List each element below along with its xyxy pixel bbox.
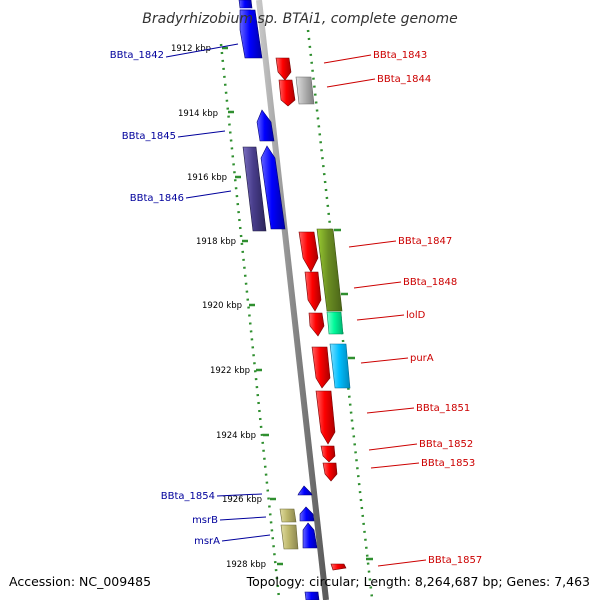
label-BBta_1844[interactable]: BBta_1844 xyxy=(377,74,431,85)
gene-BBta_1842[interactable] xyxy=(239,9,263,59)
genome-backbone xyxy=(256,0,329,600)
label-msrA[interactable]: msrA xyxy=(194,536,220,547)
label-BBta_1847[interactable]: BBta_1847 xyxy=(398,236,452,247)
accession-text: Accession: NC_009485 xyxy=(9,574,152,589)
label-BBta_1853[interactable]: BBta_1853 xyxy=(421,458,475,469)
tick-label-1924: 1924 kbp xyxy=(216,431,256,441)
gene-BBta_1857[interactable] xyxy=(330,563,347,571)
gene-bottom-partial[interactable] xyxy=(304,591,320,600)
label-purA[interactable]: purA xyxy=(410,353,434,364)
left-dotted-guide xyxy=(219,43,281,599)
map-title: Bradyrhizobium sp. BTAi1, complete genom… xyxy=(142,11,458,27)
tick-label-1916: 1916 kbp xyxy=(187,173,227,183)
tick-label-1914: 1914 kbp xyxy=(178,109,218,119)
gene-msrA-forward[interactable] xyxy=(280,524,299,550)
gene-BBta_1847[interactable] xyxy=(316,228,343,312)
label-BBta_1845[interactable]: BBta_1845 xyxy=(122,131,176,142)
tick-marks xyxy=(222,46,373,566)
gene-BBta_1851[interactable] xyxy=(315,390,336,445)
gene-lolD[interactable] xyxy=(326,311,344,335)
gene-BBta_1847-a[interactable] xyxy=(298,231,319,273)
gene-BBta_1844[interactable] xyxy=(295,76,315,105)
label-BBta_1848[interactable]: BBta_1848 xyxy=(403,277,457,288)
gene-BBta_1852[interactable] xyxy=(320,445,336,463)
tick-label-1926: 1926 kbp xyxy=(222,495,262,505)
label-BBta_1854[interactable]: BBta_1854 xyxy=(161,491,215,502)
forward-gene-leaders xyxy=(323,54,427,567)
tick-label-1912: 1912 kbp xyxy=(171,44,211,54)
gene-BBta_1843-a[interactable] xyxy=(275,57,292,81)
label-BBta_1851[interactable]: BBta_1851 xyxy=(416,403,470,414)
gene-BBta_1845[interactable] xyxy=(256,109,275,142)
tick-label-1928: 1928 kbp xyxy=(226,560,266,570)
label-BBta_1846[interactable]: BBta_1846 xyxy=(130,193,184,204)
gene-BBta_1853[interactable] xyxy=(322,462,338,482)
label-msrB[interactable]: msrB xyxy=(192,515,218,526)
label-BBta_1852[interactable]: BBta_1852 xyxy=(419,439,473,450)
tick-label-1922: 1922 kbp xyxy=(210,366,250,376)
gene-msrA[interactable] xyxy=(302,522,318,549)
gene-lolD-red[interactable] xyxy=(308,312,325,337)
genome-stats-text: Topology: circular; Length: 8,264,687 bp… xyxy=(246,574,590,589)
gene-msrB[interactable] xyxy=(299,506,315,522)
gene-purA-red[interactable] xyxy=(311,346,331,389)
gene-BBta_1846-a[interactable] xyxy=(242,146,267,232)
gene-BBta_1843-b[interactable] xyxy=(278,79,296,107)
gene-BBta_1848[interactable] xyxy=(304,271,322,312)
label-BBta_1843[interactable]: BBta_1843 xyxy=(373,50,427,61)
label-BBta_1842[interactable]: BBta_1842 xyxy=(110,50,164,61)
label-lolD[interactable]: lolD xyxy=(406,310,426,321)
gene-purA[interactable] xyxy=(329,343,351,389)
gene-BBta_1854[interactable] xyxy=(297,485,313,496)
tick-label-1918: 1918 kbp xyxy=(196,237,236,247)
tick-label-1920: 1920 kbp xyxy=(202,301,242,311)
gene-BBta_1846-b[interactable] xyxy=(260,145,286,230)
label-BBta_1857[interactable]: BBta_1857 xyxy=(428,555,482,566)
gene-msrB-forward[interactable] xyxy=(279,508,297,523)
reverse-gene-leaders xyxy=(165,43,271,542)
gene-BBta_1842-top-partial[interactable] xyxy=(238,0,253,10)
